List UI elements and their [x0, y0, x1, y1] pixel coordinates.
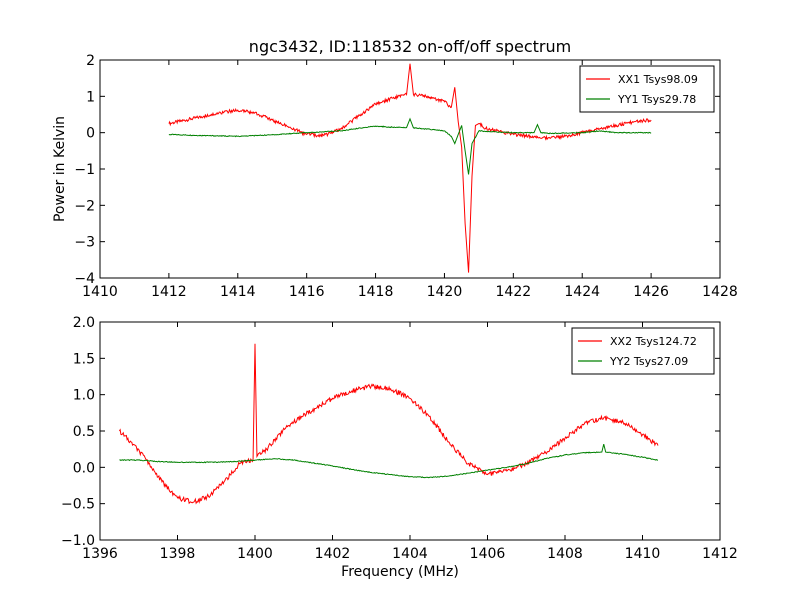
y-tick-label: −3 [74, 235, 95, 251]
y-tick-label: −1.0 [61, 533, 95, 549]
x-tick-label: 1398 [160, 546, 196, 562]
x-tick-label: 1396 [82, 546, 118, 562]
x-axis-label: Frequency (MHz) [341, 564, 459, 580]
x-tick-label: 1412 [702, 546, 738, 562]
legend-box [571, 327, 715, 375]
x-tick-label: 1410 [625, 546, 661, 562]
y-tick-label: 1.5 [73, 351, 95, 367]
figure-title: ngc3432, ID:118532 on-off/off spectrum [249, 37, 571, 56]
x-tick-label: 1424 [564, 284, 600, 300]
y-tick-label: 1.0 [73, 388, 95, 404]
x-tick-label: 1422 [496, 284, 532, 300]
x-tick-label: 1406 [470, 546, 506, 562]
x-tick-label: 1414 [220, 284, 256, 300]
x-tick-label: 1412 [151, 284, 187, 300]
x-tick-label: 1428 [702, 284, 738, 300]
x-tick-label: 1402 [315, 546, 351, 562]
y-tick-label: −2 [74, 198, 95, 214]
y-tick-label: −4 [74, 271, 95, 287]
x-tick-label: 1408 [547, 546, 583, 562]
x-tick-label: 1416 [289, 284, 325, 300]
x-tick-label: 1420 [427, 284, 463, 300]
y-tick-label: −1 [74, 162, 95, 178]
x-tick-label: 1400 [237, 546, 273, 562]
legend: XX1 Tsys98.09 YY1 Tsys29.78 [579, 65, 715, 113]
y-tick-label: 2 [86, 53, 95, 69]
legend-entry: YY1 Tsys29.78 [617, 93, 696, 106]
y-tick-label: −0.5 [61, 497, 95, 513]
y-tick-label: 0.5 [73, 424, 95, 440]
y-axis-label: Power in Kelvin [52, 116, 68, 222]
bottom-spectrum-plot: 1396 1398 1400 1402 1404 1406 1408 1410 1412 −1.0… [61, 315, 738, 580]
legend: XX2 Tsys124.72 YY2 Tsys27.09 [571, 327, 715, 375]
x-tick-label: 1404 [392, 546, 428, 562]
y-tick-label: 0 [86, 126, 95, 142]
series-line-2 [119, 443, 659, 479]
series-line-1 [118, 343, 659, 505]
legend-box [579, 65, 715, 113]
legend-entry: XX2 Tsys124.72 [610, 335, 697, 348]
legend-entry: XX1 Tsys98.09 [618, 73, 698, 86]
legend-entry: YY2 Tsys27.09 [609, 355, 688, 368]
series-line-1 [168, 63, 652, 273]
x-tick-label: 1426 [633, 284, 669, 300]
y-tick-label: 2.0 [73, 315, 95, 331]
y-tick-label: 0.0 [73, 460, 95, 476]
series-line-2 [168, 117, 652, 175]
x-tick-label: 1418 [358, 284, 394, 300]
top-spectrum-plot: 1410 1412 1414 1416 1418 1420 1422 1424 1426 1428… [52, 53, 738, 300]
x-tick-label: 1410 [82, 284, 118, 300]
y-tick-label: 1 [86, 89, 95, 105]
